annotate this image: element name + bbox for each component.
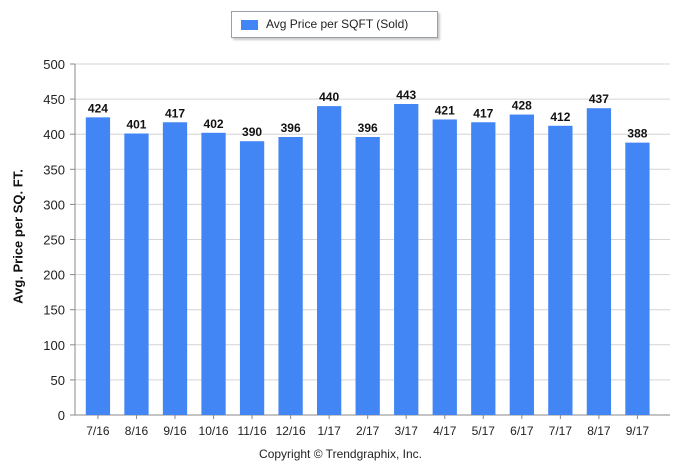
x-tick-label: 10/16 xyxy=(199,424,229,438)
data-label: 417 xyxy=(165,106,185,120)
bar xyxy=(85,117,111,416)
y-tick-label: 350 xyxy=(43,162,65,177)
x-tick-label: 5/17 xyxy=(472,424,496,438)
y-tick-label: 0 xyxy=(58,408,65,423)
x-tick-label: 9/16 xyxy=(163,424,187,438)
x-tick-label: 3/17 xyxy=(395,424,419,438)
data-label: 428 xyxy=(512,99,532,113)
x-tick-label: 12/16 xyxy=(276,424,306,438)
y-tick-label: 100 xyxy=(43,338,65,353)
bar xyxy=(355,137,380,415)
bar xyxy=(317,106,342,416)
x-tick-label: 9/17 xyxy=(626,424,650,438)
y-tick-label: 300 xyxy=(43,197,65,212)
data-label: 401 xyxy=(126,117,146,131)
y-axis-title: Avg. Price per SQ. FT. xyxy=(10,169,26,304)
legend-swatch xyxy=(241,20,258,30)
bar xyxy=(625,142,650,415)
x-tick-label: 4/17 xyxy=(433,424,457,438)
bar xyxy=(239,141,265,415)
y-tick-label: 250 xyxy=(43,233,65,248)
data-label: 437 xyxy=(589,92,609,106)
data-label: 443 xyxy=(396,88,416,102)
bar xyxy=(432,119,457,415)
legend: Avg Price per SQFT (Sold) xyxy=(231,11,438,38)
y-tick-label: 150 xyxy=(43,303,65,318)
x-tick-label: 7/16 xyxy=(86,424,110,438)
legend-label: Avg Price per SQFT (Sold) xyxy=(266,17,409,31)
data-label: 396 xyxy=(358,121,378,135)
bar xyxy=(509,114,534,415)
x-tick-labels: 7/16 8/16 9/16 10/16 11/16 12/16 1/17 2/17 3/17 4… xyxy=(86,424,649,438)
x-tick-label: 8/17 xyxy=(587,424,611,438)
bar xyxy=(124,133,149,416)
x-tick-label: 6/17 xyxy=(510,424,534,438)
y-tick-label: 450 xyxy=(43,92,65,107)
bar xyxy=(162,122,188,416)
data-label: 396 xyxy=(281,121,301,135)
x-tick-label: 7/17 xyxy=(549,424,573,438)
bar xyxy=(394,104,419,415)
y-tick-label: 500 xyxy=(43,57,65,72)
bar xyxy=(586,108,612,415)
data-labels: 424 401 417 402 390 396 440 396 443 421 417 428 412 4… xyxy=(88,88,648,141)
data-label: 424 xyxy=(88,101,108,115)
x-tick-label: 8/16 xyxy=(125,424,149,438)
bar xyxy=(201,132,226,415)
x-tick-label: 2/17 xyxy=(356,424,380,438)
data-label: 388 xyxy=(627,127,647,141)
bar xyxy=(278,137,303,415)
y-tick-labels: 0 50 100 150 200 250 300 350 400 450 500 xyxy=(43,57,65,423)
bar xyxy=(471,122,496,416)
data-label: 417 xyxy=(473,106,493,120)
x-tick-label: 1/17 xyxy=(317,424,341,438)
copyright-text: Copyright © Trendgraphix, Inc. xyxy=(259,447,422,461)
data-label: 402 xyxy=(204,117,224,131)
y-tick-label: 50 xyxy=(51,373,65,388)
data-label: 440 xyxy=(319,90,339,104)
y-tick-label: 400 xyxy=(43,127,65,142)
y-tick-label: 200 xyxy=(43,268,65,283)
x-tick-label: 11/16 xyxy=(238,424,267,438)
data-label: 421 xyxy=(435,103,455,117)
bars xyxy=(85,104,650,416)
data-label: 390 xyxy=(242,125,262,139)
bar xyxy=(548,125,573,415)
data-label: 412 xyxy=(550,110,570,124)
